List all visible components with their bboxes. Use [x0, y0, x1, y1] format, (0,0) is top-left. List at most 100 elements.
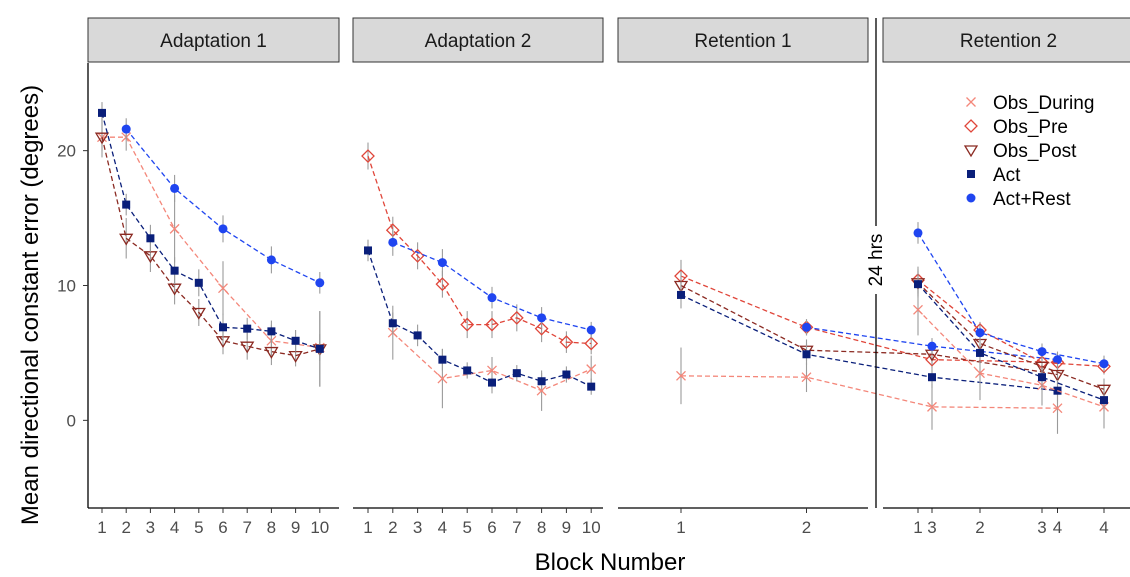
x-tick-label: 10 [310, 518, 329, 537]
data-point [928, 373, 936, 382]
data-point [438, 355, 447, 364]
data-point [437, 373, 448, 384]
x-tick-label: 6 [218, 518, 227, 537]
y-tick-label: 10 [57, 277, 76, 296]
data-point [364, 246, 372, 255]
data-point [913, 228, 923, 238]
data-point [913, 304, 923, 315]
data-point [925, 352, 939, 367]
x-tick-label: 4 [170, 518, 179, 537]
data-point [143, 251, 158, 264]
data-point [1100, 396, 1108, 405]
data-point [975, 328, 985, 338]
x-tick-label: 3 [1037, 518, 1046, 537]
data-point [191, 307, 206, 320]
series-line [917, 282, 1105, 390]
data-point [288, 350, 303, 363]
series-act-rest [802, 319, 1062, 368]
data-point [1034, 361, 1050, 374]
series-line [680, 275, 1058, 364]
panel-adaptation-2: Adaptation 2 1 2 3 4 5 6 7 8 9 10 [352, 17, 604, 537]
legend: Obs_During Obs_Pre Obs_Post Act Act+Rest [962, 85, 1125, 215]
x-tick-label: 2 [975, 518, 984, 537]
data-point [121, 124, 131, 134]
panel-title: Retention 2 [960, 31, 1057, 52]
data-point [219, 323, 227, 332]
series-line [101, 137, 320, 357]
data-point [512, 369, 521, 378]
legend-label: Obs_During [993, 93, 1094, 114]
data-point [315, 344, 324, 353]
legend-marker [967, 170, 975, 178]
data-point [586, 325, 596, 335]
data-point [1099, 359, 1109, 369]
data-point [1096, 384, 1112, 397]
x-tick-label: 3 [413, 518, 422, 537]
data-point [509, 310, 524, 325]
series-line [680, 294, 1058, 392]
series-line [917, 309, 1105, 408]
data-point [536, 385, 547, 396]
x-tick-label: 3 [146, 518, 155, 537]
data-point [677, 290, 685, 299]
data-point [170, 183, 180, 193]
series-act [364, 239, 596, 395]
data-point [1037, 347, 1047, 357]
x-tick-label: 2 [802, 518, 811, 537]
x-tick-label: 4 [1053, 518, 1062, 537]
data-point [435, 277, 450, 292]
series-act [677, 281, 1062, 402]
series-act-rest [913, 222, 1109, 372]
legend-label: Act+Rest [993, 189, 1071, 210]
legend-marker [966, 193, 976, 203]
data-point [218, 283, 228, 294]
data-point [1038, 373, 1046, 382]
data-point [267, 327, 276, 336]
data-point [240, 341, 255, 354]
data-point [361, 149, 375, 163]
data-point [534, 321, 549, 336]
series-obs-pre [911, 266, 1111, 375]
x-tick-label: 10 [582, 518, 601, 537]
data-point [460, 317, 475, 332]
panel-strip [352, 17, 604, 63]
data-point [315, 278, 325, 288]
series-line [102, 136, 320, 349]
x-tick-label: 8 [267, 518, 276, 537]
data-point [243, 324, 252, 333]
data-point [218, 224, 228, 234]
data-point [437, 258, 447, 268]
separator-label: 24 hrs [866, 234, 887, 287]
retention-gap-separator: 24 hrs [864, 18, 888, 508]
legend-label: Obs_Pre [993, 117, 1068, 138]
data-point [562, 370, 571, 379]
separator-label-background [864, 226, 888, 294]
data-point [559, 335, 574, 350]
series-line [917, 279, 1105, 368]
series-line [680, 284, 1058, 376]
x-tick-label: 7 [512, 518, 521, 537]
series-line [806, 326, 1058, 361]
series-line [917, 283, 1105, 401]
series-obs-during [97, 123, 325, 362]
panel-retention-1: Retention 11 2 3 4 [617, 17, 1065, 537]
x-tick-label: 3 [927, 518, 936, 537]
series-act [98, 102, 324, 387]
data-point [976, 348, 984, 357]
data-point [264, 346, 279, 359]
data-point [266, 255, 276, 265]
x-tick-label: 1 [363, 518, 372, 537]
x-tick-label: 7 [242, 518, 251, 537]
series-act [914, 270, 1108, 411]
data-point [94, 132, 110, 145]
data-point [98, 108, 106, 117]
panel-title: Adaptation 2 [425, 31, 532, 52]
y-axis-title: Mean directional constant error (degrees… [17, 85, 44, 525]
data-point [914, 280, 922, 289]
series-obs-post [94, 116, 327, 387]
x-tick-label: 1 [97, 518, 106, 537]
data-point [927, 401, 937, 412]
panel-retention-2: Retention 21 2 3 4 [882, 17, 1130, 537]
panel-strip [87, 17, 340, 63]
